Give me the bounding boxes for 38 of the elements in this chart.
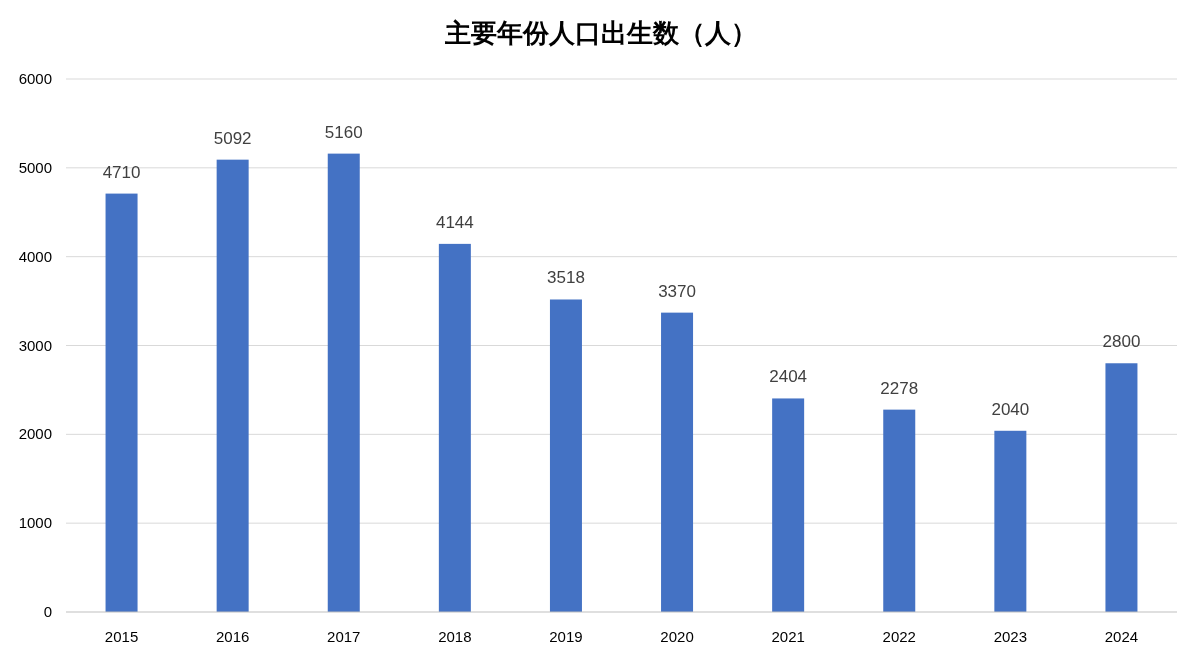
x-tick-label: 2022 [882, 628, 916, 645]
bar [549, 299, 582, 612]
y-tick-label: 5000 [18, 158, 52, 176]
data-label: 4710 [102, 162, 141, 182]
y-tick-label: 0 [43, 603, 52, 620]
y-tick-label: 1000 [18, 514, 52, 532]
bar [105, 193, 138, 612]
x-tick-label: 2018 [438, 628, 472, 645]
bar [327, 153, 360, 612]
x-tick-label: 2021 [771, 628, 805, 645]
data-label: 3370 [658, 281, 696, 301]
x-tick-label: 2016 [215, 628, 250, 645]
y-tick-label: 6000 [18, 70, 52, 87]
x-tick-label: 2019 [549, 628, 583, 645]
y-tick-label: 4000 [18, 247, 52, 265]
bar [661, 312, 694, 612]
bar [438, 243, 471, 612]
data-label: 4144 [435, 212, 474, 232]
x-tick-label: 2015 [104, 628, 139, 645]
data-label: 2800 [1102, 332, 1141, 352]
bar [772, 398, 805, 612]
x-tick-label: 2020 [660, 628, 694, 645]
y-tick-label: 3000 [18, 336, 52, 354]
chart-title: 主要年份人口出生数（人） [444, 18, 757, 48]
data-label: 3518 [547, 268, 585, 288]
bar [994, 430, 1027, 612]
data-label: 2278 [880, 378, 919, 398]
bar [883, 409, 916, 612]
bar [1105, 363, 1138, 612]
bar [216, 159, 249, 612]
x-tick-label: 2017 [327, 628, 361, 645]
data-label: 5092 [213, 128, 252, 148]
data-label: 2404 [769, 367, 808, 387]
x-tick-label: 2024 [1104, 628, 1139, 645]
data-label: 2040 [991, 399, 1030, 419]
data-label: 5160 [324, 122, 363, 142]
y-tick-label: 2000 [18, 425, 52, 443]
x-tick-label: 2023 [993, 628, 1028, 645]
